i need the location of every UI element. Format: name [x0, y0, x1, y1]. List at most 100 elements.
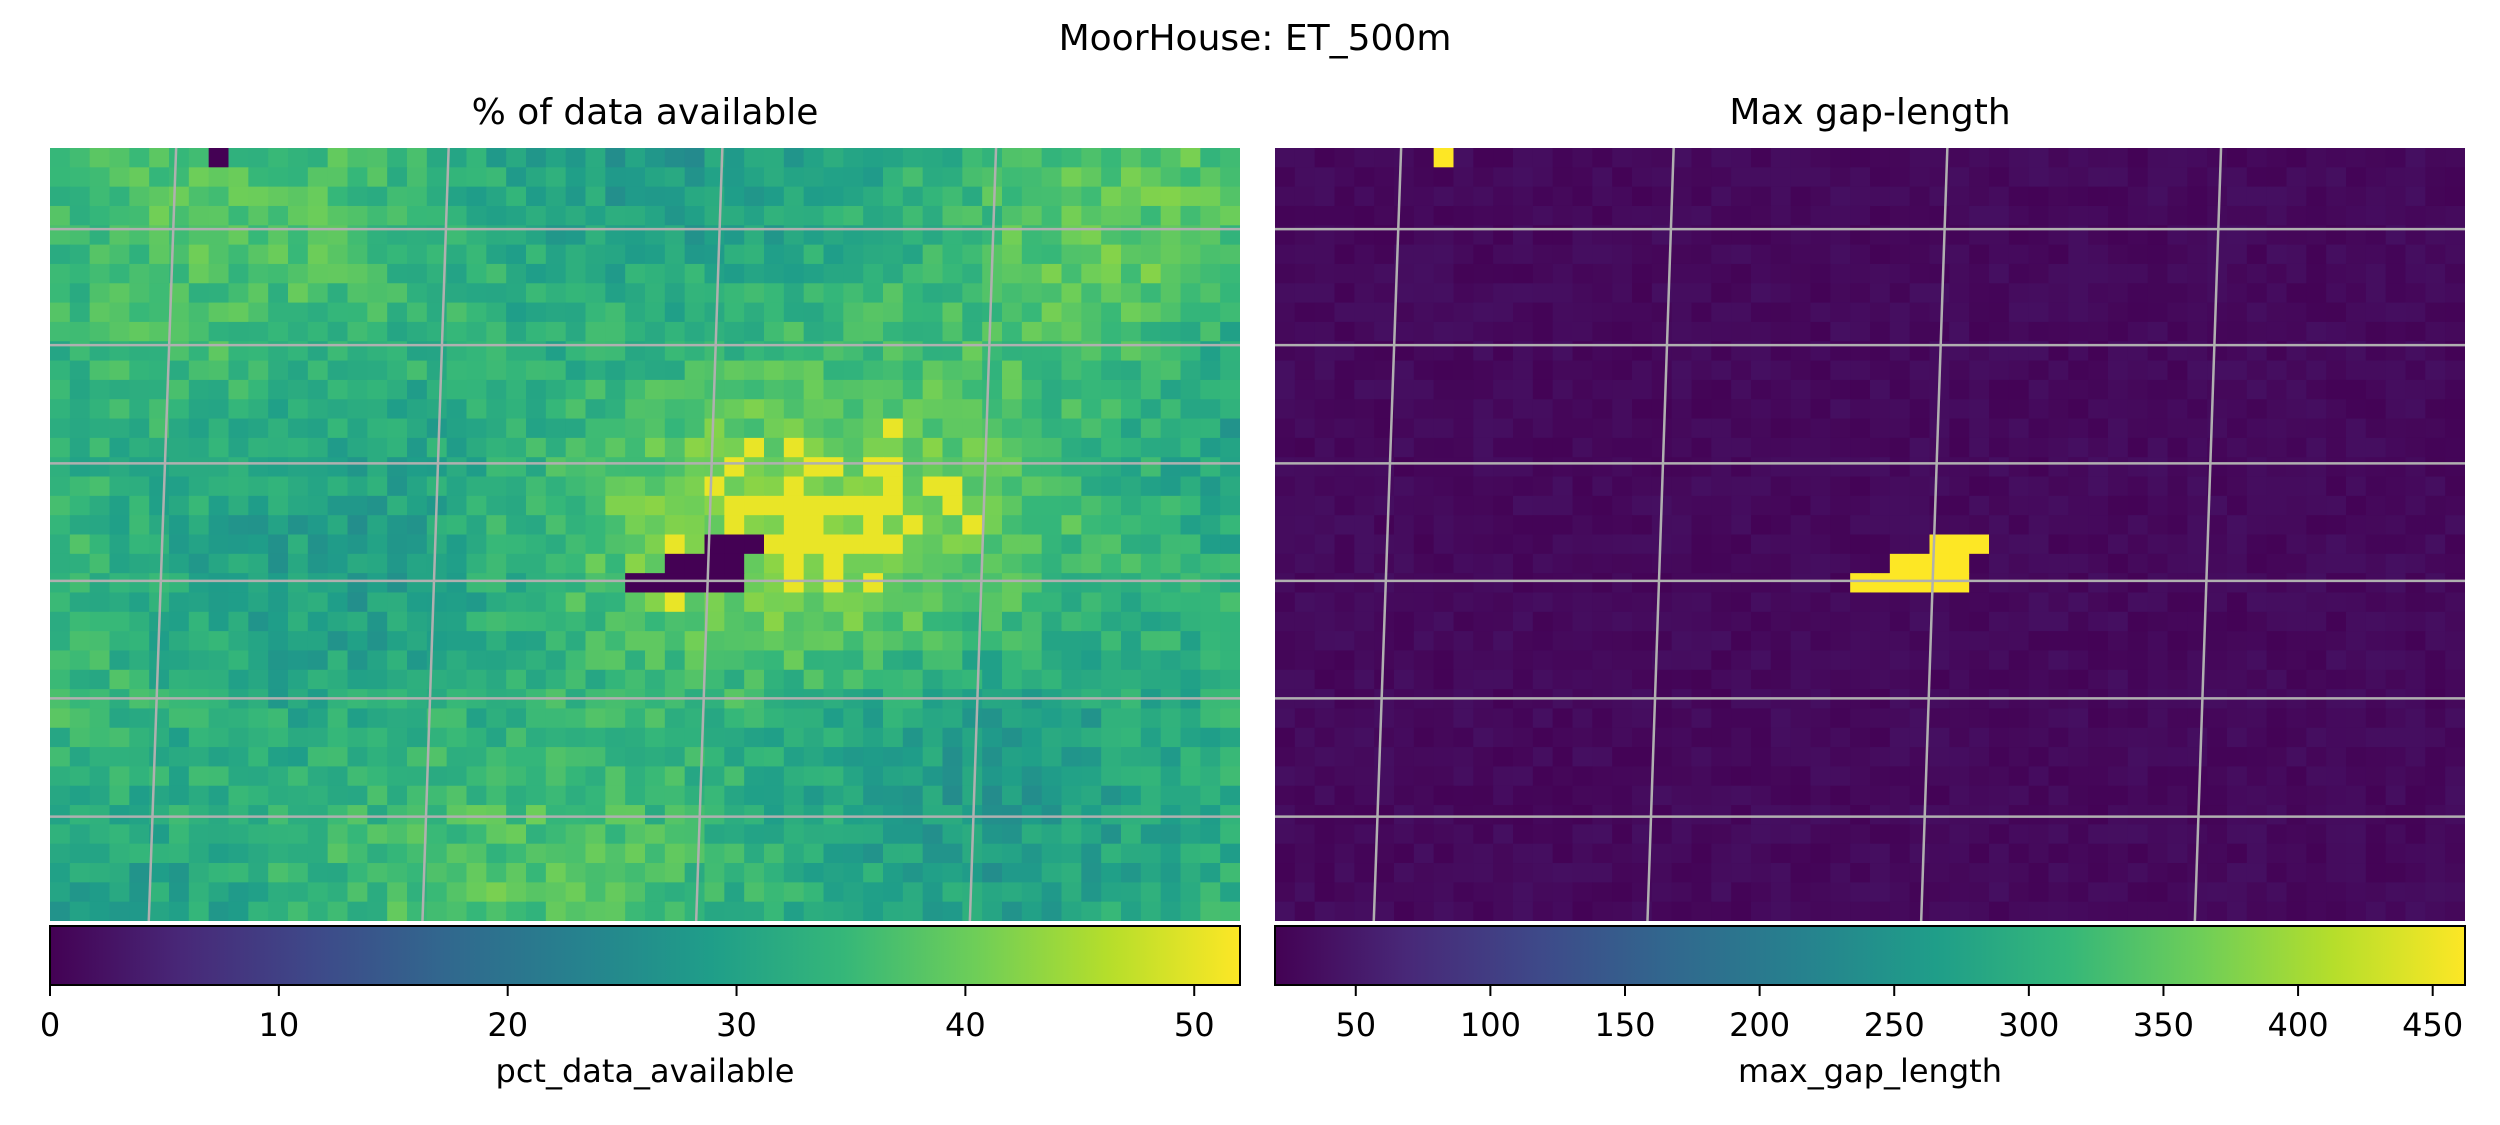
right-heatmap-cell: [2266, 534, 2288, 555]
left-heatmap-cell: [446, 399, 468, 420]
right-heatmap-cell: [1552, 824, 1574, 845]
right-heatmap-cell: [2346, 708, 2367, 729]
right-heatmap-cell: [2445, 534, 2465, 555]
left-heatmap-cell: [248, 650, 269, 671]
right-heatmap-cell: [1275, 901, 1296, 921]
right-heatmap-cell: [1949, 360, 1970, 381]
right-heatmap-cell: [1275, 747, 1296, 767]
right-heatmap-cell: [2048, 360, 2069, 381]
left-heatmap-cell: [347, 205, 368, 226]
right-heatmap-cell: [2088, 824, 2109, 845]
right-heatmap-cell: [1572, 167, 1593, 188]
right-heatmap-cell: [2008, 263, 2030, 284]
right-heatmap-cell: [2425, 631, 2446, 652]
left-heatmap-cell: [863, 843, 884, 864]
left-heatmap-cell: [1061, 631, 1082, 652]
left-heatmap-cell: [783, 727, 805, 748]
left-heatmap-cell: [1041, 747, 1063, 767]
left-heatmap-cell: [823, 283, 844, 304]
left-heatmap-cell: [506, 437, 527, 458]
left-heatmap-cell: [823, 534, 844, 555]
right-heatmap-cell: [1572, 785, 1593, 806]
left-heatmap-cell: [843, 418, 864, 439]
left-heatmap-cell: [268, 283, 289, 304]
left-heatmap-cell: [446, 534, 468, 555]
left-heatmap-cell: [863, 882, 884, 903]
left-heatmap-cell: [883, 882, 904, 903]
left-heatmap-cell: [863, 747, 884, 767]
left-heatmap-cell: [823, 244, 844, 265]
left-heatmap-cell: [1002, 573, 1023, 594]
right-heatmap-cell: [2127, 843, 2149, 864]
right-heatmap-cell: [1989, 437, 2010, 458]
left-heatmap-cell: [883, 148, 904, 168]
right-heatmap-cell: [2326, 863, 2347, 883]
right-heatmap-cell: [1770, 592, 1792, 613]
right-heatmap-cell: [1889, 515, 1911, 536]
right-heatmap-cell: [2068, 283, 2089, 304]
left-heatmap-cell: [605, 766, 626, 787]
right-heatmap-cell: [2246, 321, 2268, 342]
left-heatmap-cell: [288, 901, 309, 921]
left-heatmap-cell: [645, 302, 666, 323]
right-heatmap-cell: [1532, 205, 1554, 226]
left-heatmap-cell: [307, 379, 329, 400]
right-heatmap-cell: [1294, 263, 1316, 284]
left-heatmap-cell: [744, 360, 765, 381]
right-heatmap-cell: [1433, 650, 1455, 671]
left-heatmap-cell: [744, 631, 765, 652]
left-heatmap-cell: [545, 785, 567, 806]
left-heatmap-cell: [585, 205, 606, 226]
right-heatmap-cell: [2445, 167, 2465, 188]
right-heatmap-cell: [2326, 824, 2347, 845]
right-heatmap-cell: [1830, 882, 1851, 903]
left-heatmap-cell: [1002, 805, 1023, 825]
right-heatmap-cell: [2286, 843, 2307, 864]
left-heatmap-cell: [982, 283, 1003, 304]
left-heatmap-cell: [1180, 418, 1201, 439]
right-heatmap-cell: [1691, 263, 1712, 284]
left-heatmap-cell: [585, 283, 606, 304]
left-heatmap-cell: [169, 708, 190, 729]
left-heatmap-cell: [1220, 167, 1240, 188]
left-heatmap-cell: [883, 418, 904, 439]
right-heatmap-cell: [1671, 476, 1693, 497]
right-heatmap-cell: [1433, 476, 1455, 497]
left-heatmap-cell: [169, 515, 190, 536]
left-heatmap-cell: [803, 244, 825, 265]
left-heatmap-cell: [645, 263, 666, 284]
left-heatmap-cell: [1101, 205, 1122, 226]
left-heatmap-cell: [1200, 882, 1221, 903]
left-heatmap-cell: [526, 553, 547, 574]
right-heatmap-cell: [2246, 631, 2268, 652]
left-heatmap-cell: [1121, 148, 1142, 168]
right-heatmap-cell: [1413, 650, 1435, 671]
right-heatmap-cell: [1612, 863, 1633, 883]
left-heatmap-cell: [605, 882, 626, 903]
left-heatmap-cell: [962, 321, 983, 342]
right-heatmap-cell: [2326, 476, 2347, 497]
left-heatmap-cell: [942, 360, 963, 381]
right-heatmap-cell: [1810, 283, 1831, 304]
left-heatmap-cell: [248, 882, 269, 903]
left-heatmap-cell: [724, 457, 745, 478]
right-heatmap-cell: [2048, 573, 2069, 594]
left-heatmap-cell: [288, 611, 309, 632]
right-heatmap-cell: [1969, 437, 1990, 458]
left-heatmap-cell: [783, 785, 805, 806]
right-heatmap-cell: [1691, 360, 1712, 381]
right-heatmap-cell: [1413, 708, 1435, 729]
right-heatmap-cell: [2227, 611, 2248, 632]
right-heatmap-cell: [1433, 186, 1455, 207]
left-heatmap-cell: [942, 148, 963, 168]
right-heatmap-cell: [1592, 205, 1613, 226]
right-heatmap-cell: [1751, 766, 1772, 787]
right-heatmap-cell: [1532, 476, 1554, 497]
right-heatmap-cell: [1294, 747, 1316, 767]
left-heatmap-cell: [426, 863, 448, 883]
left-heatmap-cell: [1002, 747, 1023, 767]
left-heatmap-cell: [1200, 534, 1221, 555]
right-heatmap-cell: [1691, 863, 1712, 883]
left-heatmap-cell: [823, 824, 844, 845]
left-heatmap-cell: [625, 457, 646, 478]
